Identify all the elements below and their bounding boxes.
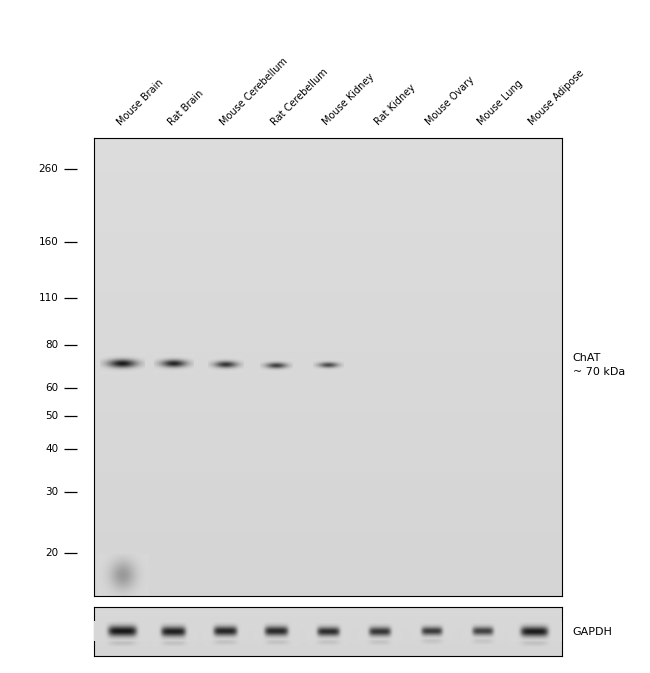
Text: Mouse Ovary: Mouse Ovary [424,75,476,127]
Text: Mouse Adipose: Mouse Adipose [527,68,586,127]
Text: GAPDH: GAPDH [573,627,613,637]
Text: 80: 80 [46,341,58,350]
Text: 40: 40 [46,444,58,454]
Text: Rat Brain: Rat Brain [167,87,206,127]
Text: Mouse Cerebellum: Mouse Cerebellum [218,56,289,127]
Text: Mouse Kidney: Mouse Kidney [321,72,376,127]
Text: Mouse Lung: Mouse Lung [476,78,525,127]
Text: 160: 160 [39,237,58,246]
Text: 20: 20 [46,548,58,558]
Text: Rat Cerebellum: Rat Cerebellum [270,67,330,127]
Text: Mouse Brain: Mouse Brain [115,77,165,127]
Text: 260: 260 [39,164,58,174]
Text: 30: 30 [46,487,58,497]
Text: 110: 110 [39,293,58,303]
Text: ChAT
~ 70 kDa: ChAT ~ 70 kDa [573,353,625,378]
Text: Rat Kidney: Rat Kidney [372,83,417,127]
Text: 60: 60 [46,384,58,393]
Text: 50: 50 [46,411,58,421]
